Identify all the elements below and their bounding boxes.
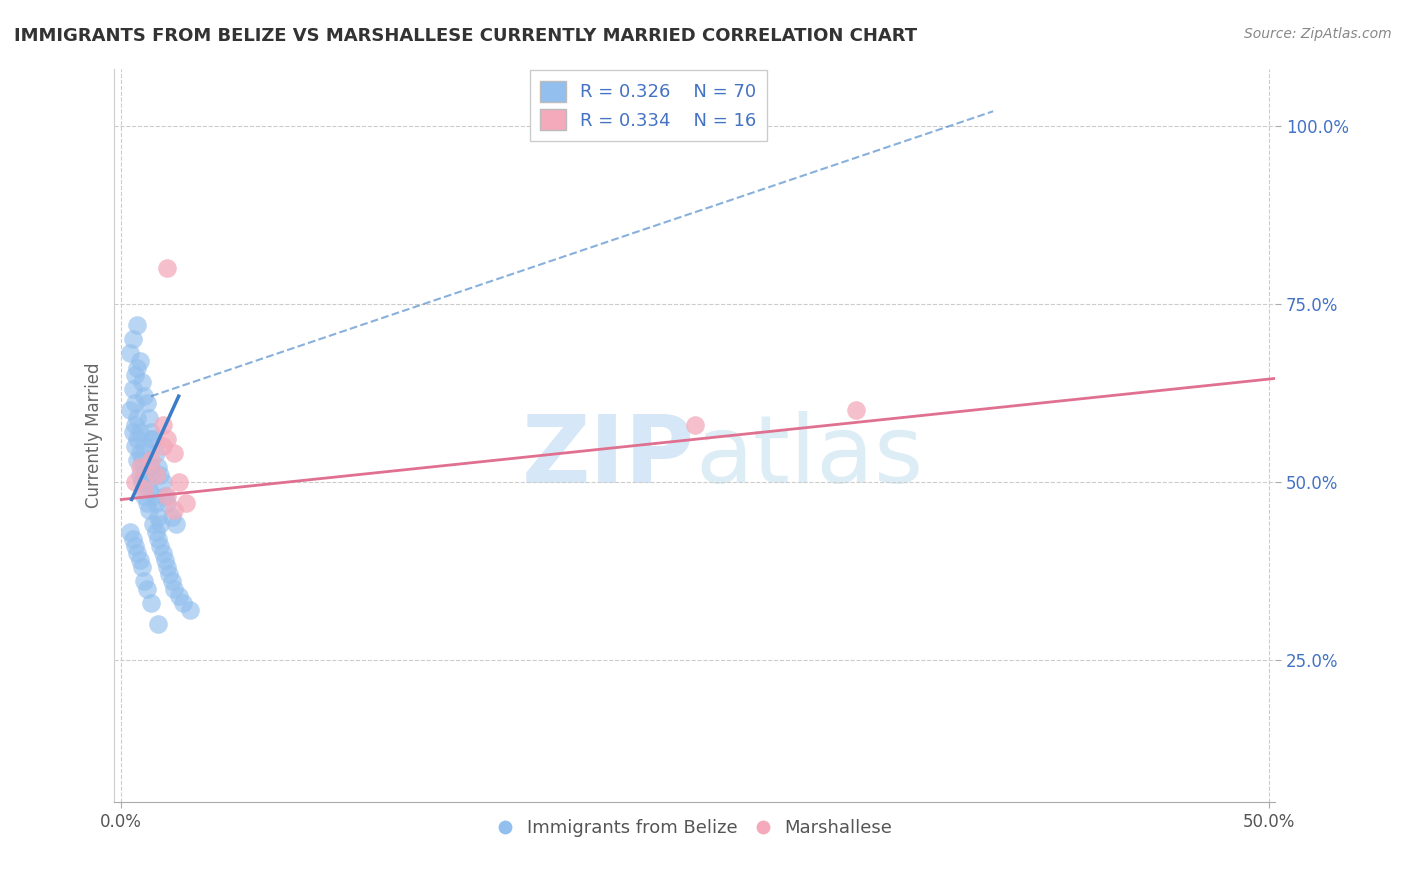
Point [152, 417, 174, 432]
Text: atlas: atlas [695, 411, 924, 503]
Point [121, 532, 143, 546]
Point [152, 546, 174, 560]
Point [844, 403, 866, 417]
Point [138, 410, 160, 425]
Point [127, 432, 149, 446]
Text: ZIP: ZIP [522, 411, 695, 503]
Point [159, 567, 181, 582]
Point [145, 496, 167, 510]
Point [167, 475, 190, 489]
Point [153, 553, 176, 567]
Text: Source: ZipAtlas.com: Source: ZipAtlas.com [1244, 27, 1392, 41]
Point [174, 496, 197, 510]
Point [683, 417, 706, 432]
Point [124, 475, 146, 489]
Point [135, 496, 157, 510]
Point [124, 396, 146, 410]
Point [127, 410, 149, 425]
Point [146, 532, 169, 546]
Point [134, 439, 156, 453]
Point [142, 432, 165, 446]
Point [134, 489, 156, 503]
Point [145, 446, 167, 460]
Point [121, 425, 143, 439]
Point [146, 460, 169, 475]
Point [127, 318, 149, 332]
Point [131, 475, 153, 489]
Point [128, 353, 150, 368]
Point [160, 510, 183, 524]
Point [156, 432, 179, 446]
Point [138, 503, 160, 517]
Point [138, 482, 160, 496]
Point [139, 425, 162, 439]
Point [146, 510, 169, 524]
Point [145, 524, 167, 539]
Point [134, 389, 156, 403]
Point [124, 368, 146, 382]
Point [163, 446, 186, 460]
Point [134, 574, 156, 589]
Point [131, 560, 153, 574]
Point [156, 496, 179, 510]
Point [163, 582, 186, 596]
Point [120, 524, 142, 539]
Point [146, 617, 169, 632]
Point [142, 517, 165, 532]
Point [167, 589, 190, 603]
Point [131, 375, 153, 389]
Point [179, 603, 201, 617]
Point [128, 553, 150, 567]
Point [128, 425, 150, 439]
Point [124, 439, 146, 453]
Point [135, 396, 157, 410]
Point [120, 346, 142, 360]
Point [139, 453, 162, 467]
Point [139, 460, 162, 475]
Point [124, 539, 146, 553]
Point [172, 596, 194, 610]
Legend: Immigrants from Belize, Marshallese: Immigrants from Belize, Marshallese [491, 812, 900, 845]
Point [156, 560, 179, 574]
Point [163, 503, 186, 517]
Point [142, 489, 165, 503]
Point [128, 446, 150, 460]
Point [134, 467, 156, 482]
Point [121, 382, 143, 396]
Point [152, 475, 174, 489]
Point [153, 489, 176, 503]
Point [134, 482, 156, 496]
Point [152, 439, 174, 453]
Point [165, 517, 187, 532]
Point [131, 453, 153, 467]
Point [149, 467, 172, 482]
Point [128, 467, 150, 482]
Text: IMMIGRANTS FROM BELIZE VS MARSHALLESE CURRENTLY MARRIED CORRELATION CHART: IMMIGRANTS FROM BELIZE VS MARSHALLESE CU… [14, 27, 917, 45]
Point [160, 574, 183, 589]
Point [149, 539, 172, 553]
Point [156, 489, 179, 503]
Point [127, 360, 149, 375]
Point [120, 403, 142, 417]
Point [124, 417, 146, 432]
Point [127, 546, 149, 560]
Point [128, 460, 150, 475]
Point [135, 582, 157, 596]
Point [139, 596, 162, 610]
Y-axis label: Currently Married: Currently Married [86, 363, 103, 508]
Point [156, 260, 179, 275]
Point [145, 467, 167, 482]
Point [135, 475, 157, 489]
Point [139, 432, 162, 446]
Point [127, 453, 149, 467]
Point [121, 332, 143, 346]
Point [149, 517, 172, 532]
